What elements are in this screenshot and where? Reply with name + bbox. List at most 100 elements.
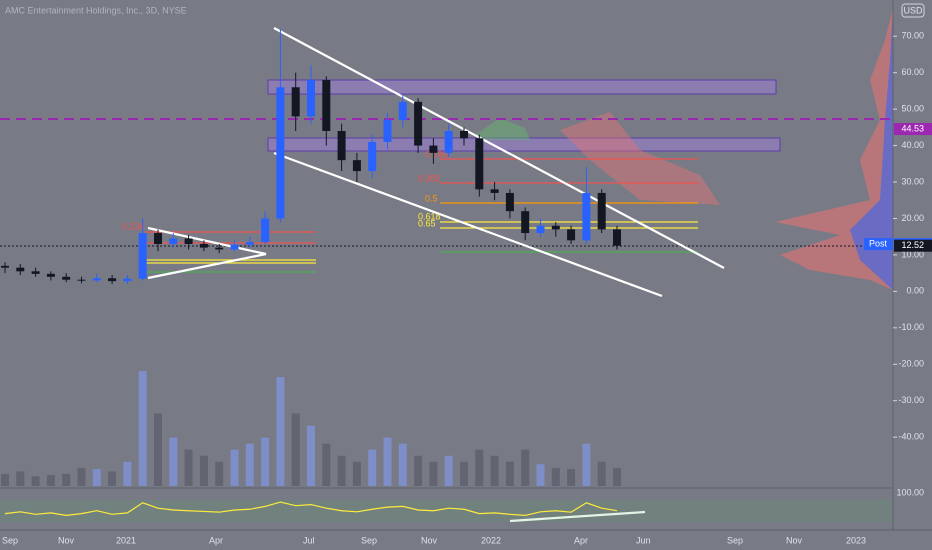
volume-bar — [261, 437, 270, 486]
candle-body — [582, 192, 591, 241]
candle-body — [184, 238, 193, 244]
candle-body — [444, 130, 453, 153]
volume-bar — [276, 377, 285, 486]
volume-bar — [429, 461, 438, 486]
candle-body — [230, 244, 239, 250]
candle-body — [215, 247, 224, 250]
x-tick-label: Apr — [209, 535, 223, 545]
candle-body — [460, 130, 468, 139]
candle-body — [475, 138, 484, 190]
candle-body — [77, 279, 86, 281]
volume-bar — [322, 443, 331, 486]
price-label: 44.53 — [901, 123, 924, 133]
x-tick-label: Jul — [303, 535, 315, 545]
volume-bar — [77, 467, 86, 486]
x-tick-label: 2021 — [116, 535, 136, 545]
x-tick-label: Sep — [361, 535, 377, 545]
price-tag — [894, 239, 932, 252]
y-tick-label: 10.00 — [901, 249, 924, 259]
candle-body — [322, 79, 331, 131]
post-label: Post — [869, 238, 888, 248]
x-tick-label: Nov — [786, 535, 803, 545]
candle-body — [490, 189, 499, 193]
volume-bar — [230, 449, 239, 486]
candle-body — [307, 79, 315, 117]
volume-bar — [521, 449, 530, 486]
volume-bar — [215, 461, 224, 486]
demand-zone — [267, 137, 781, 152]
volume-bar — [46, 475, 55, 486]
candle-body — [31, 271, 40, 274]
price-label: 12.52 — [901, 240, 924, 250]
x-tick-label: Nov — [421, 535, 438, 545]
volume-bar — [199, 455, 208, 486]
candle-body — [16, 267, 25, 272]
candle-body — [398, 101, 407, 121]
volume-bar — [460, 461, 468, 486]
volume-bar — [490, 455, 499, 486]
volume-bar — [536, 464, 545, 486]
volume-bar — [444, 455, 453, 486]
x-tick-label: Nov — [58, 535, 75, 545]
candle-body — [123, 278, 132, 282]
x-tick-label: 2022 — [481, 535, 501, 545]
oscillator-line — [4, 501, 618, 517]
x-tick-label: Sep — [727, 535, 743, 545]
volume-bar — [567, 469, 576, 486]
candle-body — [138, 233, 147, 279]
fib-label: 0.618 — [418, 211, 441, 221]
candle-body — [92, 278, 101, 281]
cloud — [475, 118, 530, 140]
candle-body — [551, 225, 560, 230]
y-tick-label: -10.00 — [898, 322, 924, 332]
volume-bar — [398, 443, 407, 486]
volume-bar — [123, 461, 132, 486]
fib-label: 0.382 — [418, 173, 441, 183]
volume-bar — [184, 449, 193, 486]
candle-body — [429, 145, 438, 153]
post-tag — [864, 238, 893, 251]
candle-body — [199, 243, 208, 248]
volume-bar — [475, 449, 484, 486]
volume-bar — [138, 371, 147, 486]
volume-bar — [368, 449, 377, 486]
candle-body — [169, 238, 178, 244]
y-tick-label: 40.00 — [901, 140, 924, 150]
y-tick-label: -30.00 — [898, 395, 924, 405]
x-tick-label: Jun — [636, 535, 651, 545]
chart-title: AMC Entertainment Holdings, Inc., 3D, NY… — [5, 5, 187, 15]
y-tick-label: 20.00 — [901, 213, 924, 223]
volume-bar — [62, 473, 71, 486]
candle-body — [521, 211, 530, 234]
candle-body — [414, 101, 423, 146]
volume-bar — [245, 443, 254, 486]
candle-body — [352, 160, 361, 172]
volume-bar — [291, 413, 300, 486]
volume-bar — [582, 443, 591, 486]
candle-body — [597, 192, 606, 230]
x-tick-label: 2023 — [846, 535, 866, 545]
fib-label: 0.5 — [425, 193, 438, 203]
volume-bar — [414, 455, 423, 486]
y-tick-label: 60.00 — [901, 67, 924, 77]
y-tick-label: -40.00 — [898, 432, 924, 442]
candle-body — [108, 278, 117, 282]
candle-body — [337, 130, 346, 161]
oscillator-band — [0, 500, 893, 522]
y-tick-label: 30.00 — [901, 176, 924, 186]
volume-bar — [597, 461, 606, 486]
volume-bar — [337, 455, 346, 486]
volume-bar — [505, 461, 514, 486]
candle-body — [62, 276, 71, 280]
fib-label: 0.786 — [425, 149, 448, 159]
volume-bar — [92, 469, 101, 486]
candle-body — [383, 120, 392, 142]
y-tick-label: 50.00 — [901, 103, 924, 113]
candle-body — [46, 273, 55, 277]
volume-bar — [169, 437, 178, 486]
price-tag — [894, 123, 932, 136]
volume-bar — [551, 467, 560, 486]
volume-bar — [1, 473, 9, 486]
fib-label: 0.236 — [122, 221, 145, 231]
candle-body — [613, 229, 621, 246]
